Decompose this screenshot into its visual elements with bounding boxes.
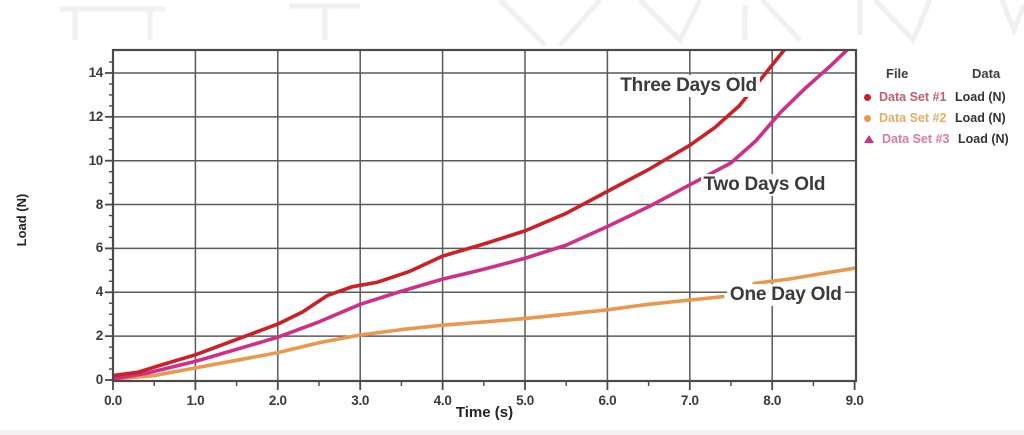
y-axis-title: Load (N) — [14, 193, 29, 247]
legend-header-data: Data — [972, 66, 1001, 81]
top-artifact-lines — [60, 0, 1024, 47]
legend-row: Data Set #2 Load (N) — [864, 110, 1006, 126]
legend-series-name: Data Set #1 — [879, 90, 947, 104]
x-tick-label: 6.0 — [598, 393, 617, 408]
x-tick-label: 0.0 — [104, 393, 122, 408]
x-tick-label: 7.0 — [680, 393, 699, 408]
y-tick-label: 12 — [88, 108, 104, 124]
bottom-artifact-band — [0, 430, 1024, 435]
plot-frame — [111, 48, 858, 383]
y-tick-label: 14 — [88, 64, 104, 80]
legend-series-value: Load (N) — [955, 111, 1006, 125]
series-line-three-days-old — [113, 50, 787, 378]
legend-row: Data Set #3 Load (N) — [864, 131, 1009, 147]
series-line-two-days-old — [113, 50, 850, 381]
legend-circle-marker — [864, 93, 871, 101]
y-tick-label: 8 — [95, 196, 104, 212]
annotation-two-days-old: Two Days Old — [700, 173, 829, 196]
legend-triangle-marker — [864, 135, 874, 143]
y-tick-label: 6 — [95, 240, 104, 256]
series-line-one-day-old — [113, 294, 725, 381]
y-tick-label: 0 — [95, 372, 104, 387]
annotation-one-day-old: One Day Old — [726, 284, 845, 307]
x-tick-label: 3.0 — [351, 393, 370, 408]
x-tick-label: 8.0 — [763, 393, 782, 408]
legend-circle-marker — [864, 114, 871, 122]
legend-row: Data Set #1 Load (N) — [864, 89, 1006, 105]
x-tick-label: 4.0 — [433, 393, 452, 408]
y-tick-label: 2 — [95, 328, 104, 344]
annotation-three-days-old: Three Days Old — [617, 75, 760, 98]
x-tick-label: 9.0 — [845, 393, 864, 408]
x-axis-title: Time (s) — [455, 404, 514, 421]
x-tick-label: 2.0 — [268, 393, 287, 408]
legend-series-value: Load (N) — [958, 132, 1009, 146]
y-tick-label: 4 — [95, 284, 104, 300]
y-tick-label: 10 — [88, 152, 104, 168]
legend-series-name: Data Set #2 — [879, 111, 947, 125]
series-line-one-day-old — [752, 266, 856, 286]
x-tick-label: 1.0 — [186, 393, 205, 408]
legend-header-file: File — [886, 66, 909, 81]
legend-series-value: Load (N) — [955, 90, 1006, 104]
legend-series-name: Data Set #3 — [882, 132, 950, 146]
x-tick-label: 5.0 — [516, 393, 534, 408]
